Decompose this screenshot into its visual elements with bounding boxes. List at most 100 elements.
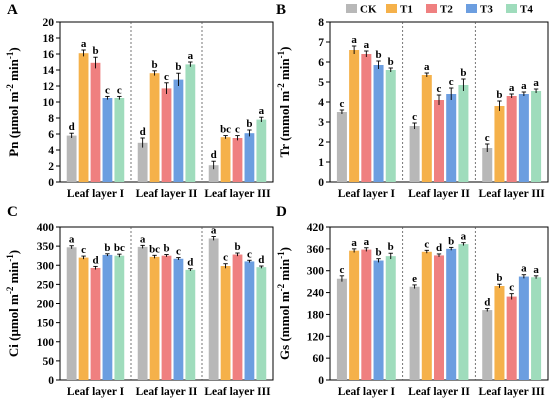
bar [102, 254, 113, 380]
bar [458, 85, 469, 182]
bar [349, 250, 360, 380]
bar [409, 286, 420, 380]
significance-letter: c [164, 71, 169, 83]
panel-label: A [7, 2, 18, 18]
significance-letter: bc [220, 124, 231, 136]
y-tick-label: 360 [307, 244, 325, 256]
significance-letter: a [533, 77, 539, 89]
ylabel-mid: min [6, 58, 21, 84]
ylabel-mid: min [6, 261, 21, 287]
y-tick-label: 420 [307, 222, 325, 234]
bar [232, 138, 243, 182]
bar [458, 244, 469, 380]
bar [531, 277, 542, 380]
significance-letter: c [449, 76, 454, 88]
ylabel-sup1: -2 [276, 83, 286, 91]
y-tick-label: 8 [318, 17, 324, 29]
significance-letter: c [223, 252, 228, 264]
bar [349, 50, 360, 182]
significance-letter: e [412, 273, 417, 285]
significance-letter: c [437, 83, 442, 95]
panel-b: B 0 1 2 3 4 5 6 7 8 Tr (mmol m-2 min-1) Leaf layer … [276, 2, 549, 200]
significance-letter: c [339, 98, 344, 110]
bar [244, 261, 255, 380]
significance-letter: c [117, 84, 122, 96]
significance-letter: b [163, 243, 169, 255]
legend-label: T4 [520, 4, 533, 16]
y-tick-label: 6 [318, 57, 324, 69]
significance-letter: d [211, 149, 217, 161]
significance-letter: a [424, 61, 430, 73]
panel-label: D [276, 204, 287, 220]
significance-letter: b [388, 56, 394, 68]
legend: CK T1 T2 T3 T4 [346, 4, 533, 16]
y-tick-label: 8 [48, 113, 54, 125]
y-tick-label: 120 [307, 331, 325, 343]
bar [385, 256, 396, 380]
significance-letter: c [339, 264, 344, 276]
significance-letter: b [375, 49, 381, 61]
bar [173, 258, 184, 380]
y-tick-label: 2 [318, 137, 324, 149]
bar [336, 112, 347, 182]
bar [66, 247, 77, 380]
y-tick-label: 350 [37, 241, 55, 253]
significance-letter: d [187, 257, 193, 269]
y-axis-label: Gs (mmol m-2 min-1) [276, 247, 292, 360]
bar [90, 62, 101, 182]
ylabel-sup1: -2 [276, 283, 286, 291]
bar [446, 248, 457, 380]
ylabel-sup2: -1 [276, 50, 286, 58]
x-category-label: Leaf layer I [67, 386, 125, 398]
panel-label: C [7, 204, 18, 220]
y-axis-label: Pn (μmol m-2 min-1) [5, 47, 21, 156]
significance-letter: c [176, 246, 181, 258]
bar [518, 94, 529, 182]
legend-label: CK [360, 4, 377, 16]
y-tick-label: 20 [43, 17, 55, 29]
bar [421, 251, 432, 380]
y-tick-label: 7 [318, 37, 324, 49]
significance-letter: a [188, 50, 194, 62]
significance-letter: d [258, 254, 264, 266]
bar [494, 286, 505, 380]
bar [244, 133, 255, 182]
significance-letter: a [259, 105, 265, 117]
bar [421, 75, 432, 182]
bar [90, 267, 101, 380]
significance-letter: b [388, 241, 394, 253]
y-tick-label: 4 [48, 145, 54, 157]
x-category-label: Leaf layer III [204, 188, 271, 200]
y-tick-label: 5 [318, 77, 324, 89]
significance-letter: a [364, 236, 370, 248]
y-tick-label: 2 [48, 161, 54, 173]
y-tick-label: 18 [43, 33, 55, 45]
bar [149, 256, 160, 380]
bar [336, 278, 347, 380]
significance-letter: a [509, 82, 515, 94]
significance-letter: c [485, 132, 490, 144]
significance-letter: b [246, 118, 252, 130]
bar [531, 91, 542, 182]
y-tick-label: 240 [307, 288, 325, 300]
x-category-label: Leaf layer II [136, 188, 198, 200]
significance-letter: c [424, 238, 429, 250]
legend-swatch [386, 4, 397, 13]
significance-letter: b [92, 45, 98, 57]
bar [446, 94, 457, 182]
ylabel-main: Pn (μmol m [6, 91, 21, 156]
bar [220, 137, 231, 182]
y-tick-label: 250 [37, 279, 55, 291]
significance-letter: c [509, 282, 514, 294]
x-category-label: Leaf layer III [479, 386, 546, 398]
bar [208, 165, 219, 182]
significance-letter: d [140, 126, 146, 138]
significance-letter: d [92, 254, 98, 266]
bar [506, 96, 517, 182]
y-tick-label: 200 [37, 299, 55, 311]
bar [433, 255, 445, 380]
bar [433, 100, 445, 182]
y-tick-label: 400 [37, 222, 55, 234]
bar [361, 249, 372, 380]
